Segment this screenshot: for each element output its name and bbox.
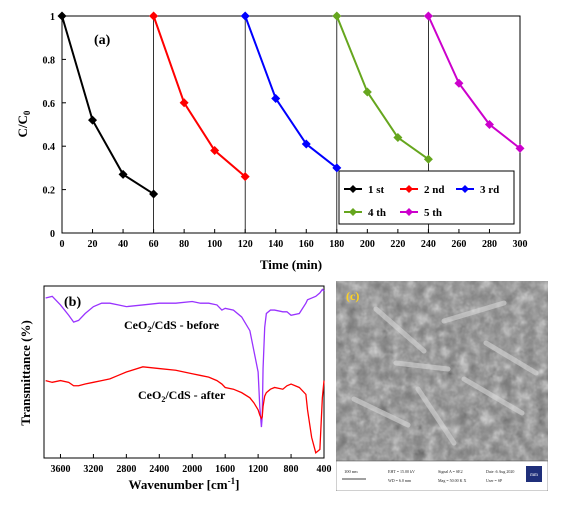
chart-a-legend-label: 2 nd (424, 184, 445, 196)
chart-a-x-tick-label: 260 (451, 239, 466, 250)
chart-b-series-label-after: CeO2/CdS - after (138, 388, 226, 404)
sem-info-eht: EHT = 15.00 kV (388, 469, 415, 474)
chart-a-legend-marker (405, 208, 413, 216)
chart-a-legend-label: 4 th (368, 207, 386, 219)
chart-a-series-line-1 (61, 15, 155, 195)
chart-a-x-tick-label: 40 (118, 239, 128, 250)
chart-b-panel-label: (b) (64, 295, 81, 310)
sem-info-user: User = SP (486, 478, 503, 483)
sem-info-date: Date :6 Aug 2020 (486, 469, 514, 474)
chart-a-data-point (88, 115, 98, 125)
chart-b-x-tick-label: 2000 (182, 464, 202, 475)
chart-a-legend: 1 st 2 nd 3 rd 4 th 5 th (338, 170, 515, 225)
chart-a-data-point (57, 11, 67, 21)
chart-a-panel-label: (a) (94, 33, 111, 48)
chart-a-x-tick-label: 200 (360, 239, 375, 250)
chart-b-x-tick-label: 800 (284, 464, 299, 475)
chart-b-plot-frame (43, 285, 325, 459)
chart-a-y-axis-label: C/C0 (15, 110, 32, 137)
chart-a-data-point (149, 189, 159, 199)
chart-a-x-tick-label: 220 (390, 239, 405, 250)
chart-a-series-line-5 (427, 15, 521, 150)
chart-a-x-tick-label: 100 (207, 239, 222, 250)
sem-scale-bar-label: 100 nm (344, 469, 358, 474)
chart-a-x-tick-label: 300 (513, 239, 528, 250)
chart-a-x-tick-label: 120 (238, 239, 253, 250)
chart-b-ftir-spectra: 3600 3200 2800 2400 2000 1600 1200 800 400 (b) C… (18, 285, 332, 492)
chart-a-x-tick-label: 0 (60, 239, 65, 250)
sem-logo (526, 466, 542, 482)
chart-a-y-tick-label: 1 (50, 12, 55, 23)
chart-a-data-point (332, 163, 342, 173)
chart-b-series-label-before: CeO2/CdS - before (124, 318, 220, 334)
chart-b-x-tick-label: 3200 (83, 464, 103, 475)
chart-b-x-tick-label: 1200 (248, 464, 268, 475)
chart-a-data-point (271, 93, 281, 103)
chart-b-series-line-1 (45, 288, 325, 428)
chart-a-x-tick-label: 240 (421, 239, 436, 250)
chart-a-series-line-2 (152, 15, 246, 178)
chart-a-legend-label: 1 st (368, 184, 385, 196)
chart-a-data-point (423, 11, 433, 21)
chart-b-y-axis-label: Transmittance (%) (18, 320, 33, 426)
sem-panel-label: (c) (346, 289, 359, 303)
chart-a-data-point (118, 169, 128, 179)
chart-a-data-point (423, 154, 433, 164)
sem-info-mag: Mag = 50.00 K X (438, 478, 466, 483)
chart-a-data-point (301, 139, 311, 149)
sem-info-bar: 100 nm EHT = 15.00 kV Signal A = SE2 Dat… (336, 460, 548, 491)
chart-a-data-point (454, 78, 464, 88)
chart-a-data-point (332, 11, 342, 21)
chart-a-x-tick-label: 80 (179, 239, 189, 250)
chart-b-x-axis-label: Wavenumber [cm-1] (129, 476, 240, 492)
chart-b-x-tick-label: 400 (317, 464, 332, 475)
chart-a-y-tick-label: 0 (50, 229, 55, 240)
chart-b-series-line-2 (45, 366, 325, 454)
chart-a-x-tick-label: 180 (329, 239, 344, 250)
chart-a-x-tick-label: 280 (482, 239, 497, 250)
chart-a-x-tick-label: 60 (149, 239, 159, 250)
sem-micrograph-image (336, 281, 548, 461)
chart-a-data-point (515, 143, 525, 153)
sem-info-signal: Signal A = SE2 (438, 469, 463, 474)
chart-a-data-point (240, 172, 250, 182)
chart-a-series-line-4 (335, 15, 429, 161)
chart-a-data-point (362, 87, 372, 97)
chart-a-x-tick-label: 140 (268, 239, 283, 250)
chart-a-x-tick-label: 160 (299, 239, 314, 250)
chart-a-data-point (240, 11, 250, 21)
chart-b-x-tick-label: 2400 (149, 464, 169, 475)
sem-logo-text: mm (530, 473, 538, 478)
chart-a-legend-marker (461, 185, 469, 193)
chart-a-y-tick-label: 0.8 (43, 55, 56, 66)
chart-a-plot-frame (61, 15, 521, 234)
chart-b-x-tick-label: 3600 (50, 464, 70, 475)
chart-a-data-point (393, 133, 403, 143)
chart-a-legend-marker (349, 208, 357, 216)
chart-a-series-line-3 (244, 15, 338, 169)
chart-b-x-tick-label: 2800 (116, 464, 136, 475)
chart-a-data-point (149, 11, 159, 21)
chart-a-legend-label: 5 th (424, 207, 442, 219)
chart-a-data-point (484, 120, 494, 129)
chart-a-data-point (179, 98, 189, 108)
chart-a-degradation-cycles: 0 20 40 60 80 100 120 140 160 180 200 220 240 260 280 3… (15, 11, 528, 272)
chart-a-legend-marker (405, 185, 413, 193)
chart-a-legend-marker (349, 185, 357, 193)
chart-a-y-tick-label: 0.6 (43, 99, 56, 110)
chart-b-x-tick-label: 1600 (215, 464, 235, 475)
chart-a-legend-label: 3 rd (480, 184, 499, 196)
chart-a-y-tick-label: 0.2 (43, 186, 56, 197)
chart-a-x-axis-label: Time (min) (260, 257, 322, 272)
sem-info-wd: WD = 6.0 mm (388, 478, 412, 483)
chart-a-data-point (210, 146, 220, 156)
sem-micrograph-panel: (c) 100 nm EHT = 15.00 kV Signal A = SE2… (336, 281, 548, 491)
chart-a-y-tick-label: 0.4 (43, 142, 56, 153)
chart-a-x-tick-label: 20 (88, 239, 98, 250)
